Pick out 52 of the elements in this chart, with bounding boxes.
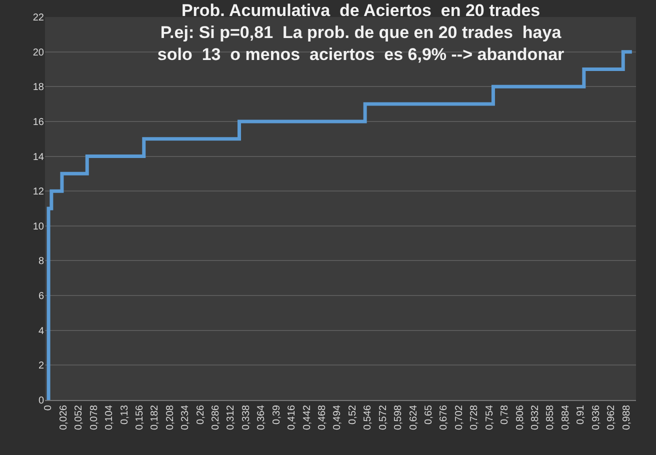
x-tick-label: 0,572 <box>378 404 389 430</box>
y-tick-label: 22 <box>32 12 44 24</box>
x-tick-label: 0,052 <box>74 404 85 430</box>
x-tick-label: 0,52 <box>347 404 358 424</box>
y-tick-label: 0 <box>38 396 44 406</box>
y-tick-label: 10 <box>32 221 44 232</box>
x-tick-label: 0,91 <box>576 404 587 424</box>
x-tick-label: 0,884 <box>560 404 572 430</box>
y-tick-label: 20 <box>32 47 44 58</box>
y-tick-label: 18 <box>32 82 44 94</box>
y-tick-label: 16 <box>32 116 44 128</box>
x-tick-label: 0,39 <box>271 404 282 424</box>
x-tick-label: 0,234 <box>180 404 192 430</box>
x-tick-label: 0,754 <box>484 404 496 430</box>
x-tick-label: 0,312 <box>226 404 237 430</box>
x-tick-label: 0,676 <box>438 404 450 430</box>
x-tick-label: 0,286 <box>210 404 222 430</box>
y-tick-label: 4 <box>38 326 44 337</box>
x-tick-label: 0,988 <box>621 404 632 430</box>
x-tick-label: 0,936 <box>590 404 602 430</box>
y-tick-label: 2 <box>38 360 44 372</box>
x-tick-label: 0,468 <box>317 404 328 430</box>
chart-title: Prob. Acumulativa de Aciertos en 20 trades P.ej: Si p=0,81 La prob. de que en 20 trades haya solo 13 o menos aciertos es 6,9% --> abandonar <box>157 0 565 64</box>
x-tick-label: 0,78 <box>500 404 511 424</box>
y-tick-label: 8 <box>38 256 44 268</box>
x-tick-label: 0,182 <box>150 404 161 430</box>
x-tick-label: 0,338 <box>240 404 252 430</box>
x-tick-label: 0,208 <box>164 404 176 430</box>
x-tick-label: 0,26 <box>195 404 206 424</box>
y-tick-label: 14 <box>32 152 44 163</box>
x-tick-label: 0,598 <box>393 404 404 430</box>
x-tick-label: 0,442 <box>302 404 313 430</box>
x-tick-label: 0,832 <box>530 404 542 430</box>
x-tick-label: 0,806 <box>514 404 526 430</box>
x-tick-label: 0,13 <box>119 404 130 424</box>
y-tick-label: 12 <box>32 186 44 198</box>
x-tick-label: 0,364 <box>256 404 268 430</box>
x-tick-label: 0,65 <box>424 404 435 424</box>
x-tick-label: 0,624 <box>408 404 420 430</box>
y-tick-label: 6 <box>38 291 44 302</box>
x-tick-label: 0,416 <box>286 404 298 430</box>
x-tick-label: 0,078 <box>88 404 100 430</box>
x-tick-label: 0,104 <box>104 404 116 430</box>
x-tick-label: 0,494 <box>332 404 344 430</box>
x-tick-label: 0,156 <box>134 404 146 430</box>
x-tick-label: 0,702 <box>454 404 465 430</box>
x-tick-label: 0 <box>43 404 54 411</box>
x-tick-label: 0,858 <box>545 404 556 430</box>
x-tick-label: 0,728 <box>469 404 480 430</box>
x-tick-label: 0,962 <box>606 404 618 430</box>
x-tick-label: 0,546 <box>362 404 374 430</box>
x-tick-label: 0,026 <box>58 404 70 430</box>
